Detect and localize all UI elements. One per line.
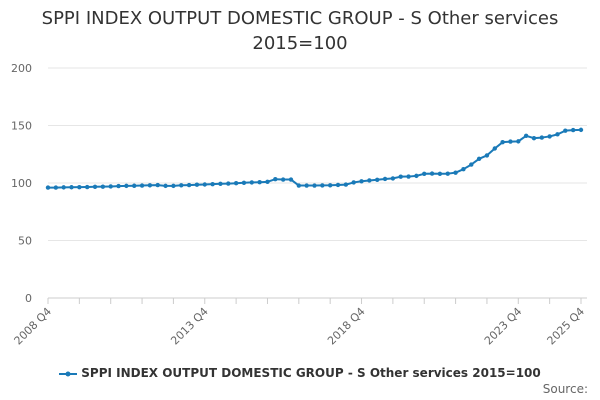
data-point[interactable] [53,185,59,190]
data-point[interactable] [539,135,545,140]
data-point[interactable] [508,139,513,144]
data-point[interactable] [516,139,521,144]
data-point[interactable] [359,179,364,184]
data-point[interactable] [249,180,254,185]
data-point[interactable] [147,183,153,188]
data-point[interactable] [492,146,497,151]
data-point[interactable] [570,127,576,133]
x-tick-label: 2018 Q4 [325,305,368,348]
data-point[interactable] [461,167,466,172]
data-point[interactable] [422,171,427,176]
series-line[interactable] [47,128,582,189]
data-point[interactable] [163,183,168,189]
data-point[interactable] [343,182,349,187]
plot-area [45,127,584,190]
data-point[interactable] [280,177,286,182]
data-point[interactable] [226,181,231,186]
legend[interactable]: SPPI INDEX OUTPUT DOMESTIC GROUP - S Oth… [0,364,600,382]
chart-subtitle: 2015=100 [252,33,348,54]
y-tick-label: 0 [25,292,32,305]
data-point[interactable] [100,184,106,189]
data-point[interactable] [265,179,270,185]
y-tick-label: 100 [11,177,32,190]
data-point[interactable] [398,174,403,179]
x-tick-label: 2025 Q4 [545,305,588,348]
data-point[interactable] [453,170,458,175]
data-point[interactable] [92,184,98,189]
data-point[interactable] [445,171,450,176]
data-point[interactable] [531,135,537,141]
gridlines [48,67,587,299]
y-tick-label: 150 [11,120,32,133]
data-point[interactable] [233,181,239,186]
data-point[interactable] [390,176,396,181]
data-point[interactable] [500,139,505,145]
data-point[interactable] [257,179,262,185]
y-tick-label: 50 [18,235,32,248]
data-point[interactable] [288,177,294,182]
data-point[interactable] [484,153,490,158]
data-point[interactable] [84,184,90,190]
data-point[interactable] [241,180,247,185]
data-point[interactable] [304,183,309,188]
data-point[interactable] [77,184,82,190]
data-point[interactable] [578,127,584,133]
data-point[interactable] [547,134,552,139]
source-label[interactable]: Source: [542,382,588,396]
x-tick-label: 2008 Q4 [12,305,55,348]
chart-title: SPPI INDEX OUTPUT DOMESTIC GROUP - S Oth… [0,6,600,56]
data-point[interactable] [61,185,66,190]
y-axis: 0 50 100 150 200 [11,62,32,305]
data-point[interactable] [45,185,51,190]
data-point[interactable] [108,184,113,189]
legend-swatch-icon [59,371,78,376]
data-point[interactable] [124,183,129,189]
data-point[interactable] [563,128,568,133]
data-point[interactable] [523,133,529,139]
data-point[interactable] [132,183,137,188]
x-axis: 2008 Q4 2013 Q4 2018 Q4 2023 Q4 2025 Q4 [12,298,588,348]
data-point[interactable] [155,182,160,188]
data-point[interactable] [382,176,388,182]
data-point[interactable] [320,183,325,188]
data-point[interactable] [429,171,435,176]
x-tick-label: 2013 Q4 [168,305,211,348]
data-point[interactable] [273,177,278,182]
data-point[interactable] [69,185,74,190]
data-point[interactable] [139,183,145,188]
data-point[interactable] [437,171,443,176]
data-point[interactable] [375,177,380,182]
data-point[interactable] [327,183,333,188]
data-point[interactable] [469,162,474,167]
data-point[interactable] [116,183,121,189]
data-point[interactable] [312,183,317,188]
data-point[interactable] [406,174,411,179]
data-point[interactable] [335,182,341,188]
data-point[interactable] [202,182,207,187]
chart-title-main: SPPI INDEX OUTPUT DOMESTIC GROUP - S Oth… [41,8,559,29]
data-point[interactable] [171,183,176,189]
data-point[interactable] [218,181,223,187]
data-point[interactable] [367,178,372,183]
legend-label: SPPI INDEX OUTPUT DOMESTIC GROUP - S Oth… [81,366,541,380]
y-tick-label: 200 [11,62,32,75]
data-point[interactable] [194,182,200,187]
data-point[interactable] [186,182,192,188]
data-point[interactable] [476,156,482,162]
data-point[interactable] [351,180,356,185]
data-point[interactable] [414,173,419,179]
data-point[interactable] [210,181,215,187]
data-point[interactable] [179,183,184,188]
x-tick-label: 2023 Q4 [482,305,525,348]
data-point[interactable] [296,183,302,188]
data-point[interactable] [555,132,560,137]
